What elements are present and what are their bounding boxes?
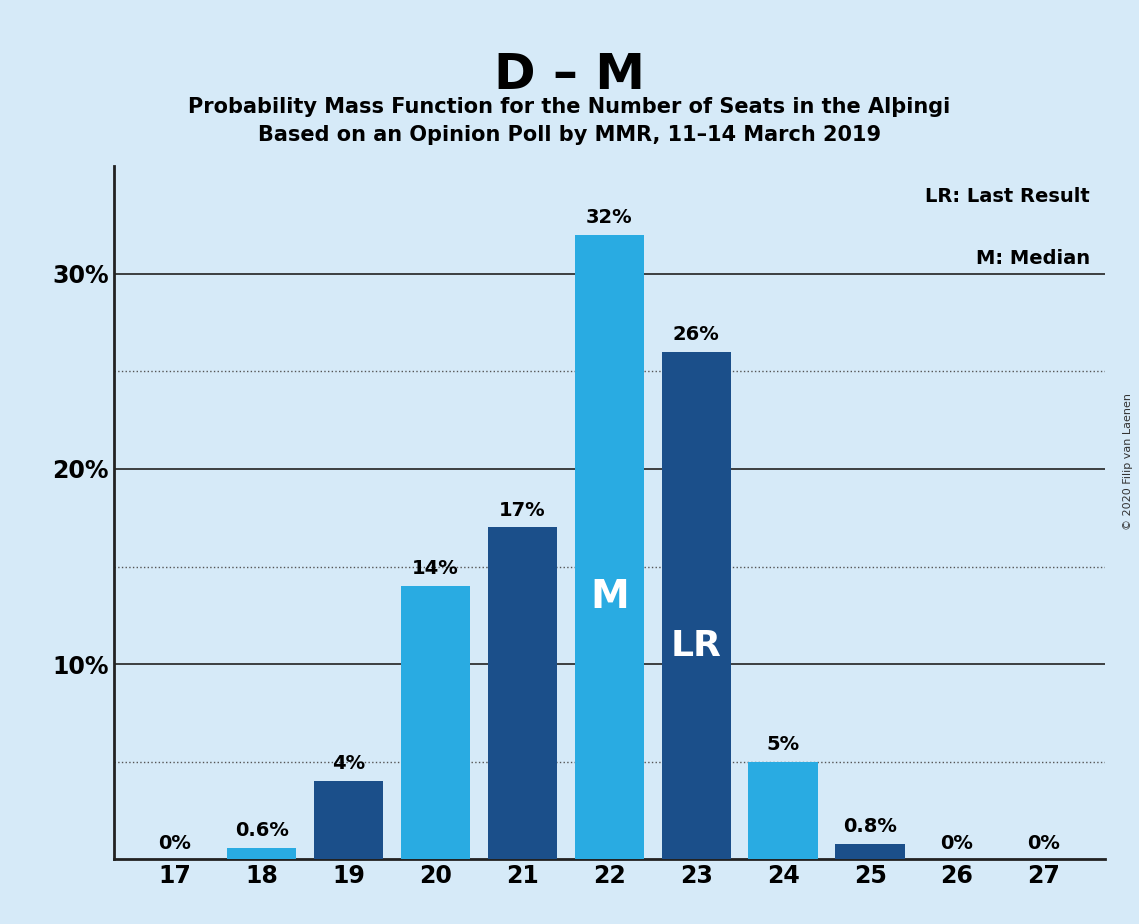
Text: 0%: 0% bbox=[941, 834, 974, 854]
Bar bbox=[574, 235, 645, 859]
Bar bbox=[401, 586, 470, 859]
Text: 26%: 26% bbox=[673, 325, 720, 344]
Text: Probability Mass Function for the Number of Seats in the Alþingi: Probability Mass Function for the Number… bbox=[188, 97, 951, 117]
Text: 14%: 14% bbox=[412, 559, 459, 578]
Bar bbox=[662, 352, 731, 859]
Text: 17%: 17% bbox=[499, 501, 546, 519]
Text: D – M: D – M bbox=[494, 51, 645, 99]
Bar bbox=[835, 844, 904, 859]
Text: LR: LR bbox=[671, 629, 722, 663]
Text: 4%: 4% bbox=[333, 754, 366, 773]
Text: M: Median: M: Median bbox=[976, 249, 1090, 269]
Text: 5%: 5% bbox=[767, 735, 800, 754]
Text: M: M bbox=[590, 578, 629, 616]
Text: LR: Last Result: LR: Last Result bbox=[925, 187, 1090, 206]
Bar bbox=[487, 528, 557, 859]
Text: © 2020 Filip van Laenen: © 2020 Filip van Laenen bbox=[1123, 394, 1133, 530]
Bar bbox=[227, 847, 296, 859]
Text: 0%: 0% bbox=[158, 834, 191, 854]
Text: 0%: 0% bbox=[1027, 834, 1060, 854]
Text: 32%: 32% bbox=[587, 208, 632, 226]
Text: 0.8%: 0.8% bbox=[843, 817, 898, 836]
Bar bbox=[314, 781, 384, 859]
Text: 0.6%: 0.6% bbox=[235, 821, 288, 840]
Text: Based on an Opinion Poll by MMR, 11–14 March 2019: Based on an Opinion Poll by MMR, 11–14 M… bbox=[257, 125, 882, 145]
Bar bbox=[748, 761, 818, 859]
